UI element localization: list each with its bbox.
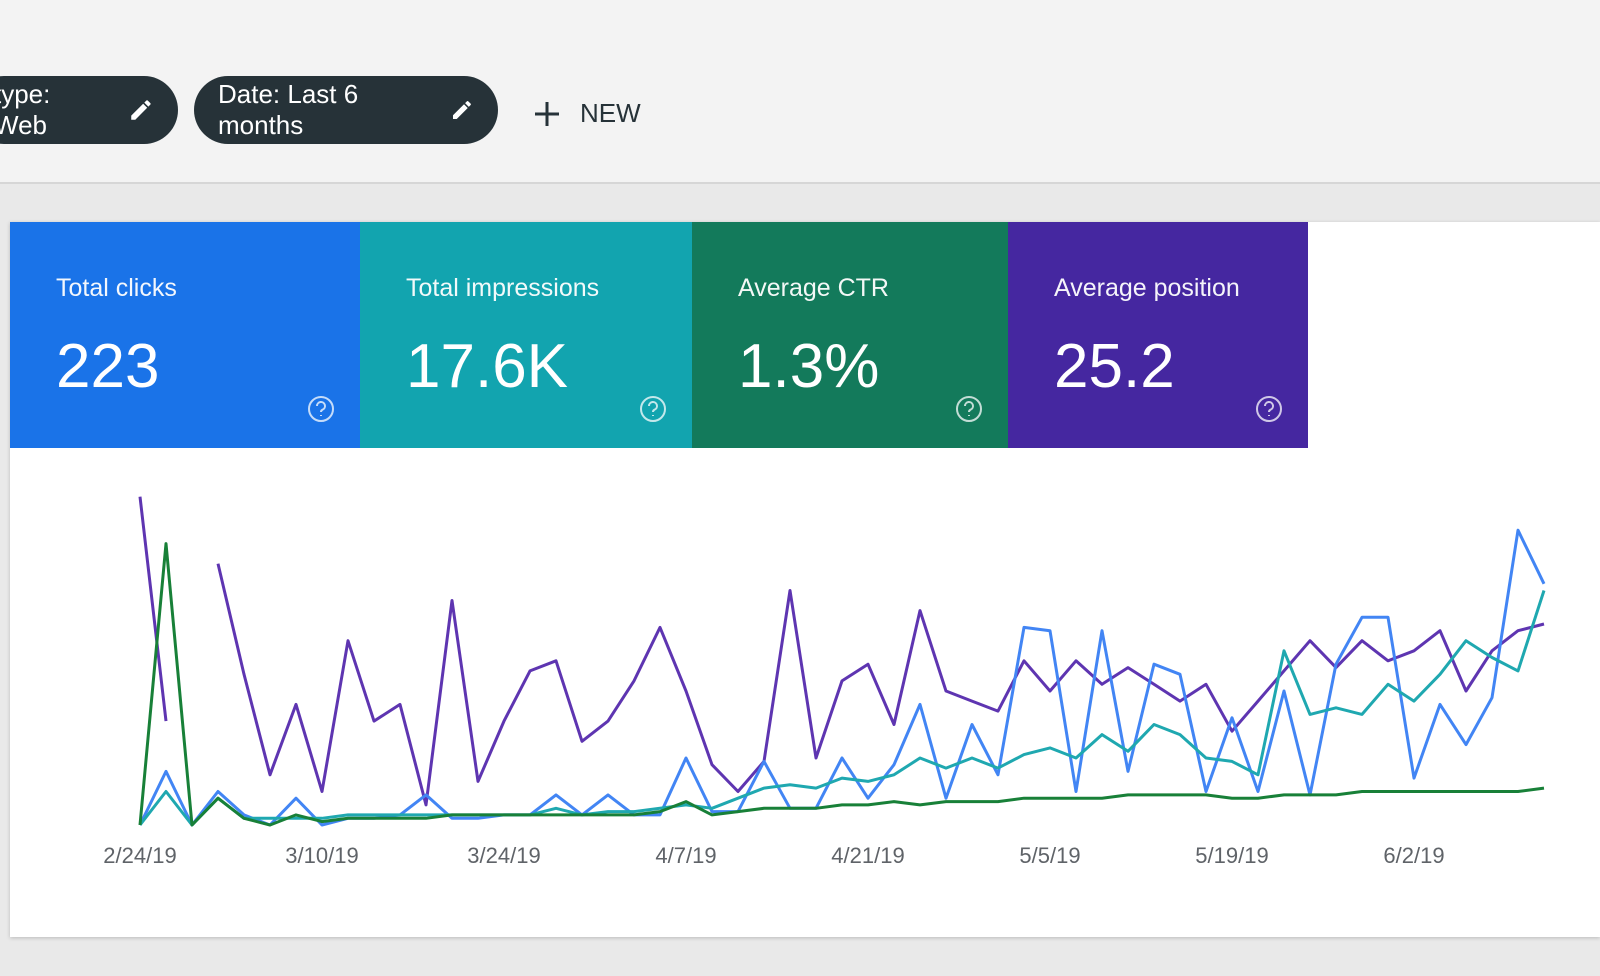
- help-icon[interactable]: [306, 394, 336, 424]
- metric-label: Total impressions: [406, 274, 600, 302]
- filter-label: type: Web: [0, 79, 51, 140]
- x-tick-label: 3/24/19: [467, 843, 540, 868]
- x-tick-label: 6/2/19: [1383, 843, 1444, 868]
- x-tick-label: 2/24/19: [103, 843, 176, 868]
- metric-card[interactable]: Average position 25.2: [1008, 222, 1308, 448]
- metric-card[interactable]: Total impressions 17.6K: [360, 222, 692, 448]
- performance-chart: 2/24/19 3/10/19 3/24/19 4/7/19 4/21/19 5/5/19…: [103, 496, 1546, 868]
- metric-card[interactable]: Average CTR 1.3%: [692, 222, 1008, 448]
- metric-value: 25.2: [1054, 332, 1175, 401]
- help-icon[interactable]: [638, 394, 668, 424]
- x-tick-label: 4/21/19: [831, 843, 904, 868]
- new-label: NEW: [580, 98, 641, 128]
- filter-label: Date: Last 6 months: [218, 79, 359, 140]
- help-icon[interactable]: [1254, 394, 1284, 424]
- edit-icon: [131, 100, 151, 120]
- x-tick-label: 3/10/19: [285, 843, 358, 868]
- filter-chip[interactable]: Date: Last 6 months: [194, 76, 498, 144]
- metric-value: 17.6K: [406, 332, 569, 401]
- plus-icon: [535, 101, 559, 126]
- edit-icon: [453, 101, 472, 119]
- new-filter-button[interactable]: NEW: [532, 98, 641, 129]
- metric-label: Total clicks: [56, 274, 177, 302]
- series-line: [138, 590, 1546, 827]
- filter-bar: type: Web Date: Last 6 months NEW: [0, 0, 1600, 184]
- x-tick-label: 5/5/19: [1019, 843, 1080, 868]
- help-icon[interactable]: [954, 394, 984, 424]
- filter-chip[interactable]: type: Web: [0, 76, 178, 144]
- metric-card[interactable]: Total clicks 223: [10, 222, 360, 448]
- series-line: [138, 542, 1545, 827]
- series-line: [138, 496, 1545, 807]
- series-line: [138, 528, 1546, 827]
- metric-label: Average position: [1054, 274, 1240, 302]
- metric-value: 223: [56, 332, 160, 401]
- x-tick-label: 4/7/19: [655, 843, 716, 868]
- x-tick-label: 5/19/19: [1195, 843, 1268, 868]
- metric-label: Average CTR: [738, 274, 889, 302]
- metric-value: 1.3%: [738, 332, 880, 401]
